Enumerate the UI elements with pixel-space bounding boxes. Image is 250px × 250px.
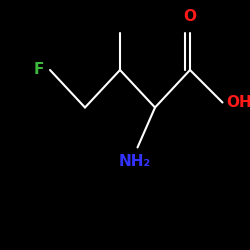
Text: O: O: [184, 9, 196, 24]
Text: F: F: [34, 62, 44, 78]
Text: OH: OH: [226, 95, 250, 110]
Text: NH₂: NH₂: [119, 154, 151, 169]
